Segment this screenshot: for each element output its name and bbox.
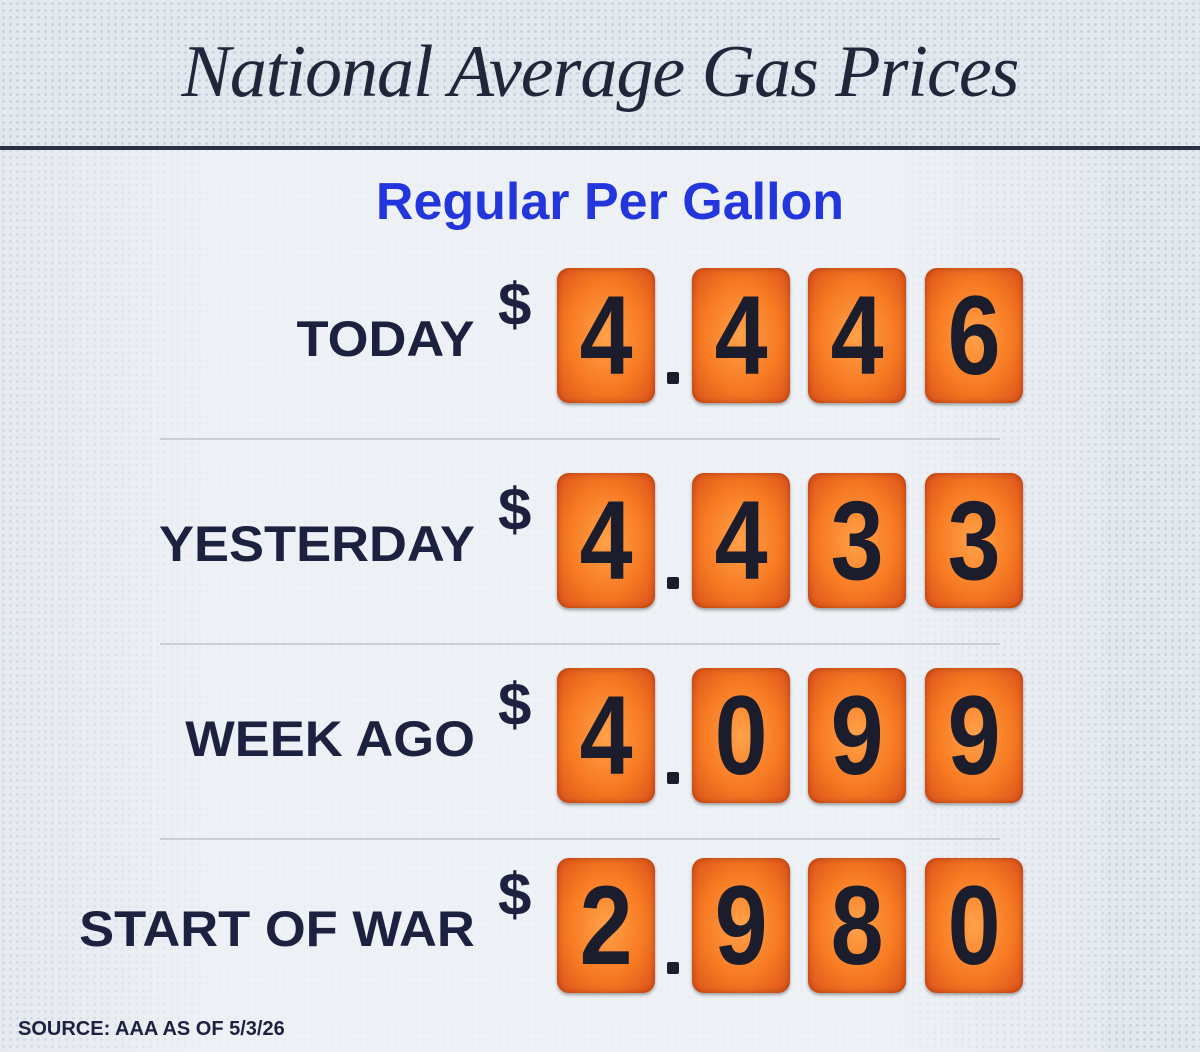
source: SOURCE: AAA AS OF 5/3/26 bbox=[18, 1018, 285, 1040]
digit-tile: 4 bbox=[557, 668, 655, 803]
digit: 4 bbox=[830, 273, 884, 398]
row-label: TODAY bbox=[297, 311, 475, 367]
digit-tile: 8 bbox=[808, 858, 906, 993]
currency-symbol: $ bbox=[498, 271, 532, 338]
decimal-point bbox=[667, 372, 679, 384]
row-separator bbox=[160, 838, 1000, 840]
digit: 9 bbox=[714, 863, 768, 988]
row-separator bbox=[160, 643, 1000, 645]
currency-symbol: $ bbox=[498, 861, 532, 928]
digit: 8 bbox=[830, 863, 884, 988]
digit-tile: 6 bbox=[925, 268, 1023, 403]
digit: 0 bbox=[714, 673, 768, 798]
divider bbox=[0, 146, 1200, 150]
digit-tile: 2 bbox=[557, 858, 655, 993]
row-label: YESTERDAY bbox=[158, 516, 475, 572]
digit: 4 bbox=[579, 673, 633, 798]
decimal-point bbox=[667, 962, 679, 974]
row-label: START OF WAR bbox=[79, 901, 475, 957]
digit-tile: 3 bbox=[925, 473, 1023, 608]
digit-tile: 9 bbox=[692, 858, 790, 993]
digit: 3 bbox=[830, 478, 884, 603]
digit-tile: 9 bbox=[808, 668, 906, 803]
currency-symbol: $ bbox=[498, 476, 532, 543]
digit: 2 bbox=[579, 863, 633, 988]
title: National Average Gas Prices bbox=[181, 31, 1020, 113]
digit: 3 bbox=[947, 478, 1001, 603]
digit: 9 bbox=[947, 673, 1001, 798]
decimal-point bbox=[667, 772, 679, 784]
digit-tile: 4 bbox=[557, 473, 655, 608]
decimal-point bbox=[667, 577, 679, 589]
digit: 0 bbox=[947, 863, 1001, 988]
digit-tile: 4 bbox=[808, 268, 906, 403]
digit-tile: 9 bbox=[925, 668, 1023, 803]
digit-tile: 4 bbox=[692, 473, 790, 608]
digit: 6 bbox=[947, 273, 1001, 398]
digit-tile: 4 bbox=[692, 268, 790, 403]
digit: 4 bbox=[579, 478, 633, 603]
digit-tile: 4 bbox=[557, 268, 655, 403]
digit-tile: 0 bbox=[692, 668, 790, 803]
subtitle: Regular Per Gallon bbox=[375, 173, 845, 231]
row-separator bbox=[160, 438, 1000, 440]
digit-tile: 3 bbox=[808, 473, 906, 608]
digit: 4 bbox=[714, 478, 768, 603]
digit: 4 bbox=[579, 273, 633, 398]
currency-symbol: $ bbox=[498, 671, 532, 738]
row-label: WEEK AGO bbox=[185, 711, 475, 767]
digit-tile: 0 bbox=[925, 858, 1023, 993]
digit: 9 bbox=[830, 673, 884, 798]
panel bbox=[0, 150, 1105, 1052]
digit: 4 bbox=[714, 273, 768, 398]
